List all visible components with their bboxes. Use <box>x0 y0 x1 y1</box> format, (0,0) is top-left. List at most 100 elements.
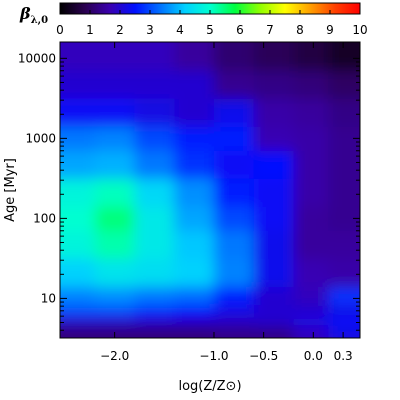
heatmap-cell <box>213 70 255 99</box>
heatmap-cell <box>328 150 360 179</box>
heatmap-cell <box>60 178 96 207</box>
heatmap-cell <box>213 316 255 327</box>
heatmap-cell <box>174 326 215 338</box>
heatmap-cell <box>328 258 360 287</box>
y-axis-title: Age [Myr] <box>3 158 18 222</box>
y-tick-label: 10 <box>41 291 56 305</box>
heatmap-cell <box>174 178 215 207</box>
heatmap-cell <box>253 304 294 318</box>
heatmap-cell <box>60 326 96 338</box>
heatmap-cell <box>174 42 215 71</box>
heatmap-cell <box>94 316 136 327</box>
heatmap-cell <box>328 98 360 127</box>
colorbar-tick-label: 4 <box>176 23 184 37</box>
heatmap-cell <box>253 230 294 259</box>
heatmap-cell <box>328 70 360 99</box>
heatmap-cell <box>213 230 255 259</box>
heatmap-cell <box>213 150 255 179</box>
heatmap-cell <box>134 304 175 318</box>
heatmap-cell <box>94 304 136 318</box>
colorbar-tick-label: 5 <box>206 23 214 37</box>
x-tick-label: −2.0 <box>100 349 129 363</box>
heatmap-cell <box>134 206 175 231</box>
colorbar-tick-label: 8 <box>296 23 304 37</box>
y-tick-label: 1000 <box>25 131 56 145</box>
heatmap-cell <box>293 150 329 179</box>
heatmap-cell <box>213 258 255 287</box>
x-axis-ticks: −2.0 −1.0 −0.5 0.0 0.3 <box>100 42 353 363</box>
heatmap-cell <box>174 258 215 287</box>
heatmap-cell <box>60 70 96 99</box>
heatmap-cell <box>174 98 215 127</box>
heatmap-cell <box>213 286 255 306</box>
heatmap-cell <box>174 316 215 327</box>
heatmap-cell <box>134 42 175 71</box>
heatmap-cell <box>293 258 329 287</box>
heatmap-cell <box>94 126 136 151</box>
heatmap-cell <box>94 178 136 207</box>
heatmap-cell <box>174 206 215 231</box>
heatmap-cell <box>134 326 175 338</box>
colorbar-tick-label: 10 <box>352 23 367 37</box>
heatmap-cell <box>293 206 329 231</box>
heatmap-cell <box>60 286 96 306</box>
heatmap-cell <box>253 206 294 231</box>
heatmap-cell <box>253 316 294 327</box>
heatmap-cell <box>293 70 329 99</box>
heatmap-cell <box>328 126 360 151</box>
heatmap-cell <box>60 304 96 318</box>
heatmap-cell <box>213 206 255 231</box>
heatmap-cell <box>94 150 136 179</box>
heatmap-cell <box>253 178 294 207</box>
y-axis-ticks: 10 100 1000 10000 <box>18 51 360 331</box>
heatmap-cell <box>174 126 215 151</box>
y-tick-label: 10000 <box>18 51 56 65</box>
heatmap-cell <box>134 126 175 151</box>
heatmap-cell <box>253 258 294 287</box>
heatmap-cell <box>293 178 329 207</box>
heatmap-cell <box>94 230 136 259</box>
heatmap-cell <box>328 42 360 71</box>
heatmap-cell <box>293 126 329 151</box>
heatmap-cell <box>60 42 96 71</box>
x-tick-label: −1.0 <box>199 349 228 363</box>
colorbar-tick-label: 1 <box>86 23 94 37</box>
heatmap-cell <box>293 304 329 318</box>
heatmap-cell <box>328 316 360 327</box>
heatmap-cell <box>213 42 255 71</box>
colorbar-tick-label: 9 <box>326 23 334 37</box>
heatmap-cell <box>253 42 294 71</box>
heatmap-cell <box>94 258 136 287</box>
colorbar-tick-label: 6 <box>236 23 244 37</box>
heatmap-cell <box>213 98 255 127</box>
heatmap-cell <box>94 206 136 231</box>
heatmap-cell <box>60 150 96 179</box>
heatmap-cell <box>328 326 360 338</box>
heatmap-cell <box>134 230 175 259</box>
heatmap-cell <box>213 126 255 151</box>
heatmap-cell <box>60 258 96 287</box>
heatmap-cell <box>60 206 96 231</box>
colorbar-tick-label: 3 <box>146 23 154 37</box>
heatmap-cell <box>134 258 175 287</box>
x-tick-label: 0.3 <box>334 349 353 363</box>
heatmap-cell <box>134 286 175 306</box>
colorbar-ticks: 0 1 2 3 4 5 6 7 8 9 10 <box>56 10 368 37</box>
heatmap-cell <box>174 304 215 318</box>
heatmap-cell <box>134 98 175 127</box>
heatmap-cell <box>293 230 329 259</box>
colorbar-label-sub: λ,0 <box>31 15 48 26</box>
heatmap-cell <box>328 304 360 318</box>
colorbar-tick-label: 2 <box>116 23 124 37</box>
heatmap-cell <box>94 70 136 99</box>
x-tick-label: −0.5 <box>249 349 278 363</box>
heatmap-cell <box>60 230 96 259</box>
heatmap-cell <box>293 98 329 127</box>
y-tick-label: 100 <box>33 211 56 225</box>
x-axis-title: log(Z/Z⊙) <box>178 379 241 394</box>
heatmap-cell <box>253 286 294 306</box>
heatmap-cell <box>134 316 175 327</box>
heatmap-cell <box>94 98 136 127</box>
